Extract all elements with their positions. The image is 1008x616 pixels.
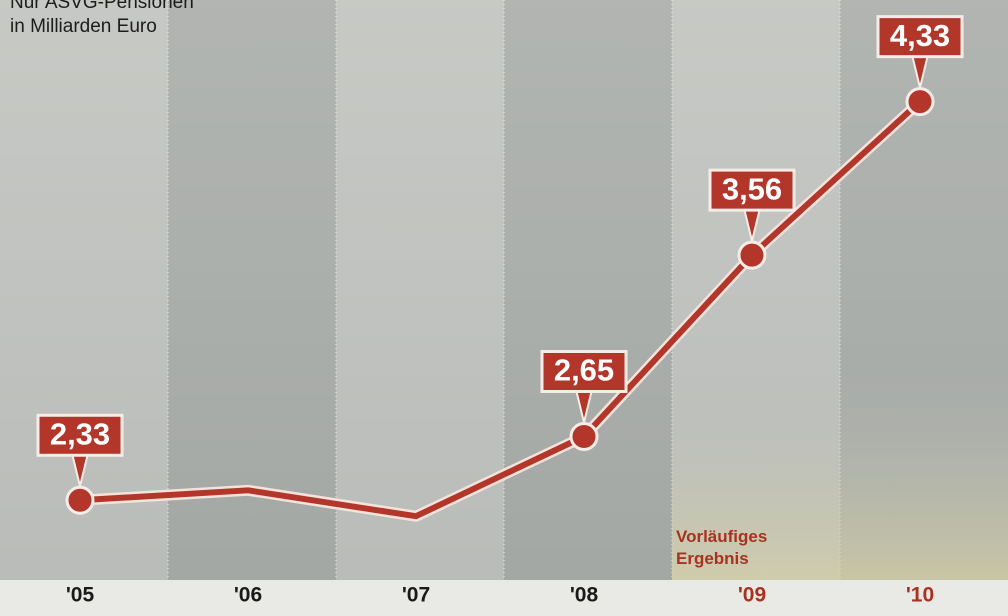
plot: '05 '06 '07 '08 '09 '10 2,33 2,65 3,56 4,33 (0, 0, 1008, 616)
chart-title: Nur ASVG-Pensionen (10, 0, 194, 14)
marker (907, 89, 933, 115)
axis-strip (0, 580, 1008, 616)
value-label: 4,33 (890, 18, 950, 53)
column-band (336, 0, 504, 580)
x-tick-label: '06 (234, 584, 262, 607)
marker (571, 423, 597, 449)
x-tick-label: '05 (66, 584, 95, 607)
value-label: 3,56 (722, 171, 782, 206)
column-band (504, 0, 672, 580)
value-label: 2,65 (554, 353, 614, 388)
value-label: 2,33 (50, 416, 110, 451)
x-tick-label: '08 (570, 584, 599, 607)
chart-subtitle: in Milliarden Euro (10, 16, 157, 38)
x-tick-label: '10 (906, 584, 934, 607)
marker (67, 487, 93, 513)
annotation: Vorläufiges Ergebnis (676, 526, 796, 570)
chart: '05 '06 '07 '08 '09 '10 2,33 2,65 3,56 4,33 Nur A… (0, 0, 1008, 616)
x-tick-label: '09 (738, 584, 766, 607)
marker (739, 242, 765, 268)
x-tick-label: '07 (402, 584, 430, 607)
